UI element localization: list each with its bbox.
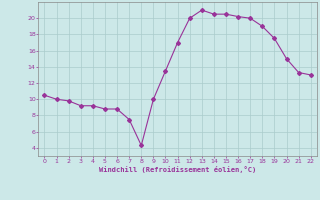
X-axis label: Windchill (Refroidissement éolien,°C): Windchill (Refroidissement éolien,°C) (99, 166, 256, 173)
